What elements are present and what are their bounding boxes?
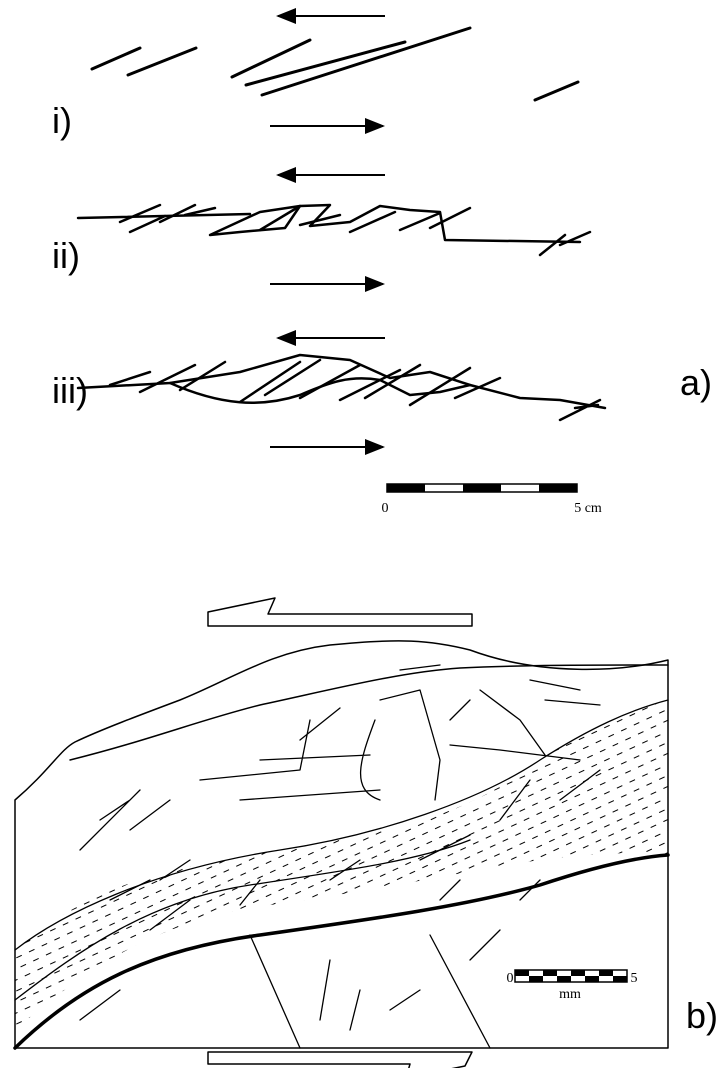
scale-bar-a: [387, 484, 577, 492]
scale-label: 0: [507, 971, 514, 986]
fractures-iii: [78, 355, 605, 420]
page: {"panel_a": {"label": "a)", "stages": [{…: [0, 0, 728, 1068]
scale-unit: mm: [559, 987, 581, 1002]
figure: 0 5 cm i) ii) iii) a) 0 5 mm b): [0, 0, 728, 1068]
panel-label: b): [686, 995, 718, 1036]
stage-label: ii): [52, 235, 80, 276]
stage-label: i): [52, 100, 72, 141]
stage-label: iii): [52, 370, 88, 411]
fractures-i: [92, 28, 578, 100]
scale-bar-b: [515, 970, 627, 982]
fractures-ii: [78, 205, 590, 255]
scale-label: 5 cm: [574, 501, 602, 516]
panel-label: a): [680, 362, 712, 403]
scale-label: 5: [631, 971, 638, 986]
scale-label: 0: [382, 501, 389, 516]
